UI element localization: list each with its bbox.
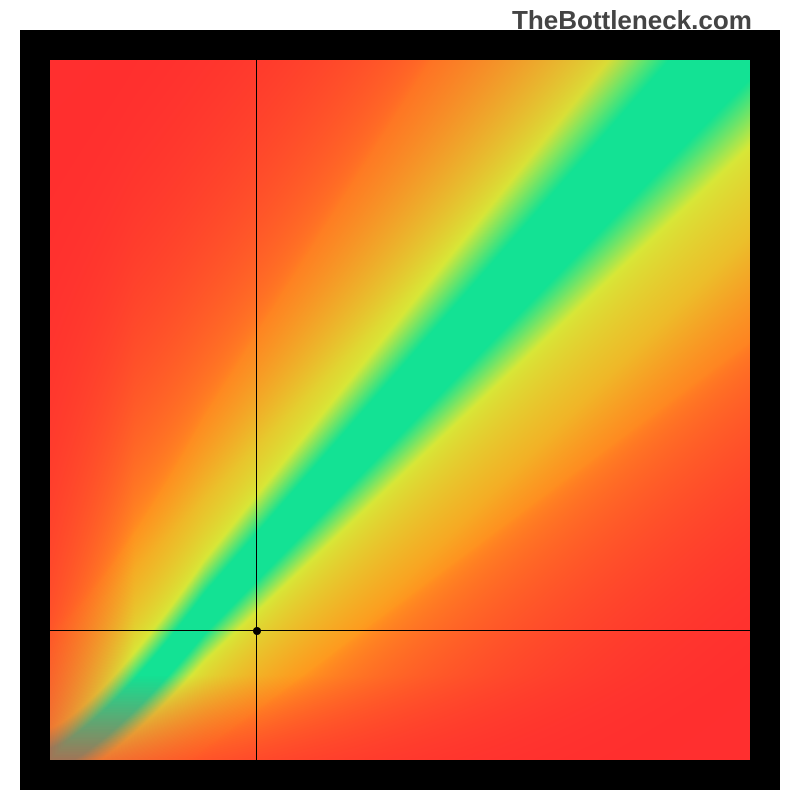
crosshair-horizontal <box>50 630 750 631</box>
chart-container: TheBottleneck.com <box>0 0 800 800</box>
heatmap-canvas <box>50 60 750 760</box>
crosshair-vertical <box>256 60 257 760</box>
crosshair-marker <box>253 627 261 635</box>
